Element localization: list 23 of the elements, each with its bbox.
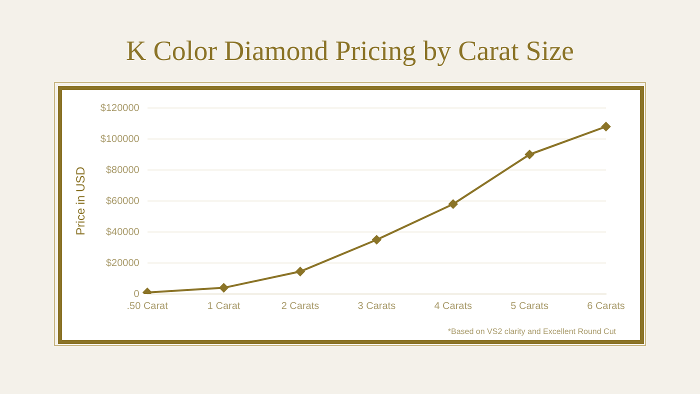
x-tick-label: 3 Carats	[358, 300, 396, 312]
x-tick-label: 1 Carat	[207, 300, 240, 312]
point	[372, 235, 382, 244]
x-tick-label: 4 Carats	[434, 300, 472, 312]
x-tick-label: .50 Carat	[126, 300, 168, 312]
text: *Based on VS2 clarity and Excellent Round Cut	[448, 327, 617, 336]
point	[448, 200, 458, 209]
x-tick-label: 5 Carats	[510, 300, 548, 312]
x-tick-label: 2 Carats	[281, 300, 320, 312]
y-tick-label: $80000	[106, 164, 140, 176]
point	[219, 283, 228, 292]
x-tick-label: 6 Carats	[587, 300, 625, 312]
chart-title: K Color Diamond Pricing by Carat Size	[125, 36, 575, 68]
y-tick-label: $20000	[106, 258, 140, 269]
point	[525, 150, 534, 159]
y-tick-label: 0	[134, 288, 140, 300]
point	[296, 267, 305, 276]
y-tick-label: $100000	[100, 134, 140, 145]
y-tick-label: $60000	[106, 196, 140, 207]
y-axis-title: Price in USD	[74, 166, 88, 236]
y-tick-label: $40000	[106, 226, 140, 238]
y-tick-label: $120000	[100, 102, 140, 114]
point	[602, 122, 610, 132]
